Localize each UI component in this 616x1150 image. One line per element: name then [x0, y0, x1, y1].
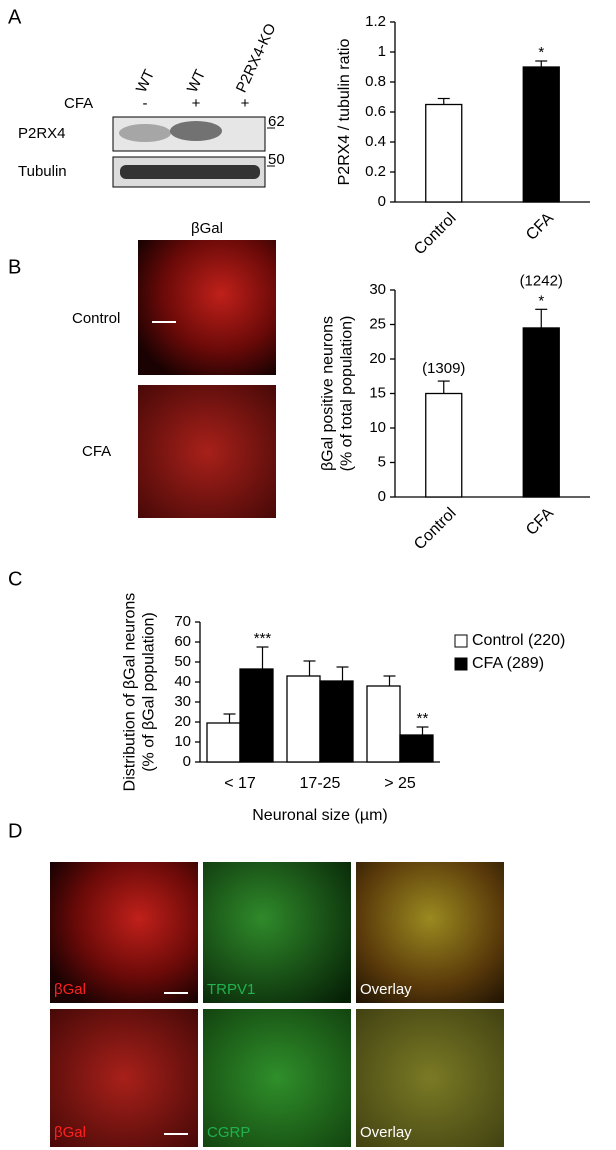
legend-swatch	[454, 657, 468, 671]
cfa-sign: +	[241, 95, 250, 112]
micrograph	[138, 385, 276, 518]
marker-label: 50	[268, 151, 285, 168]
n-label: (1242)	[520, 272, 563, 289]
y-tick-label: 5	[378, 453, 386, 470]
x-tick-label: CFA	[523, 505, 557, 539]
panel-label: C	[8, 568, 22, 590]
x-axis-label: Neuronal size (µm)	[252, 807, 387, 824]
micrograph	[50, 862, 198, 1003]
y-tick-label: 30	[369, 281, 386, 298]
lane-label: P2RX4-KO	[233, 21, 280, 95]
x-tick-label: Control	[411, 210, 460, 259]
significance: *	[538, 292, 544, 309]
image-label: βGal	[54, 1124, 86, 1141]
y-tick-label: 0	[378, 193, 386, 210]
y-tick-label: 0.8	[365, 73, 386, 90]
micrograph	[138, 240, 276, 375]
image-title: βGal	[191, 220, 223, 237]
y-tick-label: 0.4	[365, 133, 386, 150]
x-tick-label: CFA	[523, 210, 557, 244]
bar	[286, 675, 321, 763]
y-tick-label: 30	[174, 693, 191, 710]
blot-row-label: Tubulin	[18, 163, 67, 180]
y-tick-label: 70	[174, 613, 191, 630]
y-axis-label: βGal positive neurons	[320, 316, 337, 471]
legend-swatch	[454, 634, 468, 648]
blot-band	[120, 165, 260, 179]
y-tick-label: 10	[174, 733, 191, 750]
image-label: Overlay	[360, 981, 412, 998]
y-axis-label: Distribution of βGal neurons	[122, 593, 139, 792]
bar	[319, 680, 354, 763]
y-tick-label: 60	[174, 633, 191, 650]
blot-band	[119, 124, 171, 142]
y-tick-label: 15	[369, 384, 386, 401]
y-axis-label: (% of total population)	[339, 316, 356, 472]
significance: *	[538, 44, 544, 61]
panel-label: D	[8, 820, 22, 842]
y-tick-label: 0.6	[365, 103, 386, 120]
cfa-label: CFA	[64, 95, 93, 112]
y-tick-label: 40	[174, 673, 191, 690]
micrograph	[50, 1009, 198, 1147]
x-tick-label: Control	[411, 505, 460, 554]
y-tick-label: 0.2	[365, 163, 386, 180]
y-tick-label: 20	[174, 713, 191, 730]
significance: **	[417, 710, 429, 727]
bar	[425, 103, 463, 203]
bar	[206, 722, 241, 763]
bar	[399, 734, 434, 763]
bar	[239, 668, 274, 763]
lane-label: WT	[184, 67, 209, 95]
micrograph	[356, 1009, 504, 1147]
cfa-sign: +	[192, 95, 201, 112]
blot-band	[170, 121, 222, 141]
y-axis-label: (% of βGal population)	[141, 612, 158, 772]
panel-label: B	[8, 256, 21, 278]
legend-label: CFA (289)	[472, 655, 544, 672]
y-axis-label: P2RX4 / tubulin ratio	[336, 39, 353, 186]
y-tick-label: 1	[378, 43, 386, 60]
bar	[522, 66, 560, 203]
lane-label: WT	[133, 67, 158, 95]
significance: ***	[254, 630, 272, 647]
image-label: Overlay	[360, 1124, 412, 1141]
x-tick-label: > 25	[384, 775, 416, 792]
y-tick-label: 25	[369, 315, 386, 332]
image-label: βGal	[54, 981, 86, 998]
bar	[522, 327, 560, 498]
cfa-sign: -	[143, 95, 148, 112]
micrograph	[356, 862, 504, 1003]
micrograph	[203, 862, 351, 1003]
bar	[425, 392, 463, 498]
panel-label: A	[8, 6, 22, 28]
y-tick-label: 50	[174, 653, 191, 670]
micrograph	[203, 1009, 351, 1147]
x-tick-label: < 17	[224, 775, 256, 792]
image-label: CGRP	[207, 1124, 250, 1141]
image-label: TRPV1	[207, 981, 255, 998]
y-tick-label: 1.2	[365, 13, 386, 30]
y-tick-label: 0	[183, 753, 191, 770]
bar	[366, 685, 401, 763]
x-tick-label: 17-25	[300, 775, 341, 792]
legend-label: Control (220)	[472, 632, 565, 649]
image-row-label: Control	[72, 310, 120, 327]
n-label: (1309)	[422, 360, 465, 377]
y-tick-label: 10	[369, 419, 386, 436]
image-row-label: CFA	[82, 443, 111, 460]
y-tick-label: 0	[378, 488, 386, 505]
blot-row-label: P2RX4	[18, 125, 66, 142]
marker-label: 62	[268, 113, 285, 130]
y-tick-label: 20	[369, 350, 386, 367]
